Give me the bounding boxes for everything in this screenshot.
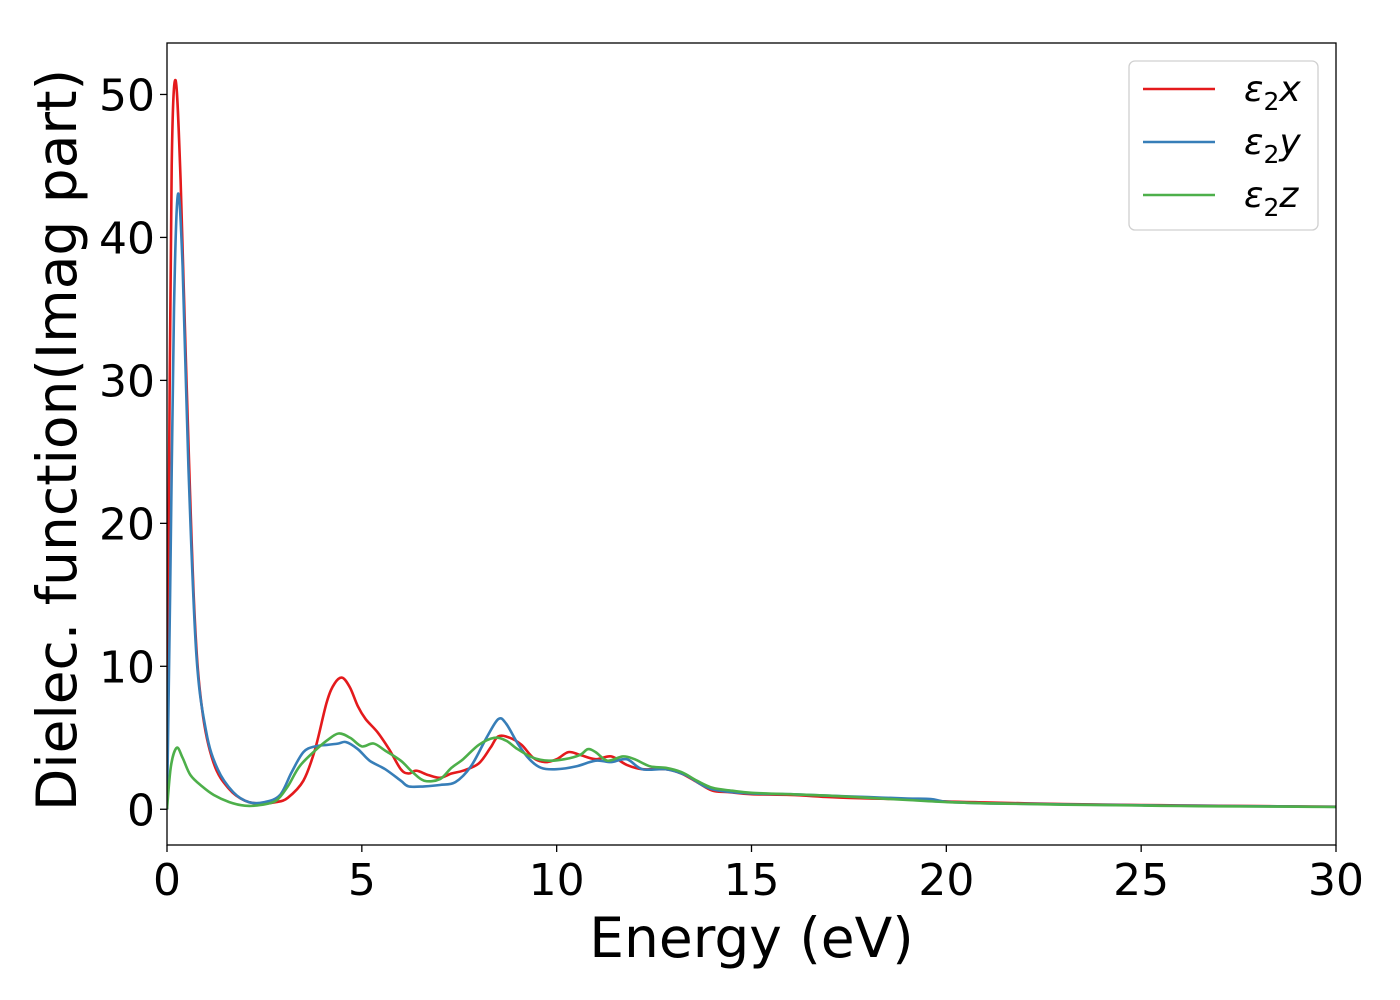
x-tick-label: 30 — [1308, 855, 1364, 906]
x-tick-label: 25 — [1113, 855, 1169, 906]
series-line-y — [167, 192, 1336, 810]
x-axis-ticks: 0 5 10 15 20 25 30 — [153, 845, 1364, 906]
x-tick-label: 0 — [153, 855, 181, 906]
legend: ε2x ε2y ε2z — [1128, 60, 1319, 231]
y-tick-label: 30 — [99, 356, 155, 407]
y-tick-label: 0 — [127, 785, 155, 836]
y-tick-label: 20 — [99, 499, 155, 550]
x-tick-label: 5 — [348, 855, 376, 906]
legend-label: ε2z — [1244, 175, 1299, 222]
y-axis-label: Dielec. function(Imag part) — [25, 69, 89, 811]
y-axis-ticks: 0 10 20 30 40 50 — [99, 70, 167, 836]
legend-label: ε2x — [1244, 69, 1301, 116]
y-tick-label: 40 — [99, 213, 155, 264]
x-tick-label: 10 — [529, 855, 585, 906]
x-tick-label: 20 — [918, 855, 974, 906]
legend-box — [1128, 60, 1319, 231]
legend-label: ε2y — [1244, 122, 1301, 169]
plot-lines — [167, 78, 1336, 810]
x-tick-label: 15 — [724, 855, 780, 906]
series-line-z — [167, 732, 1336, 810]
x-axis-label: Energy (eV) — [589, 906, 913, 970]
y-tick-label: 50 — [99, 70, 155, 121]
y-tick-label: 10 — [99, 642, 155, 693]
